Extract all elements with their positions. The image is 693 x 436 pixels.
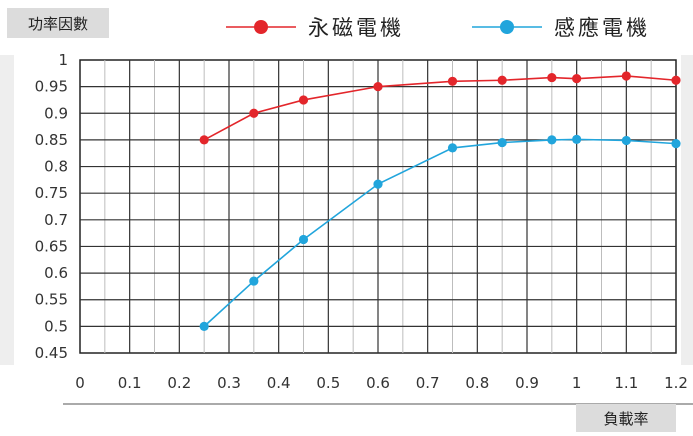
y-tick-labels: 1 0.95 0.9 0.85 0.8 0.75 0.7 0.65 0.6 0.55 0.5 0.45	[35, 51, 68, 362]
data-point-0	[497, 75, 507, 85]
x-tick-label: 0.5	[316, 374, 340, 392]
right-shade	[681, 55, 693, 365]
y-tick-label: 0.8	[44, 158, 68, 176]
x-tick-label: 0.9	[515, 374, 539, 392]
data-point-0	[547, 72, 557, 83]
x-tick-label: 0.4	[267, 374, 291, 392]
data-point-0	[572, 74, 582, 84]
data-point-0	[199, 135, 209, 145]
x-tick-label: 1.1	[614, 374, 638, 392]
data-point-0	[373, 82, 383, 92]
y-tick-label: 1	[58, 51, 68, 69]
data-point-1	[447, 143, 458, 153]
data-point-0	[249, 108, 259, 118]
series-layer	[199, 71, 681, 331]
x-tick-label: 0	[75, 374, 85, 392]
series-line-1	[203, 138, 677, 327]
y-axis-title: 功率因數	[28, 15, 88, 33]
x-tick-label: 0.2	[167, 374, 191, 392]
y-tick-label: 0.7	[44, 211, 68, 229]
x-tick-label: 0.7	[416, 374, 440, 392]
x-tick-label: 1	[572, 374, 582, 392]
data-point-0	[671, 75, 681, 85]
x-tick-labels: 0 0.1 0.2 0.3 0.4 0.5 0.6 0.7 0.8 0.9 1 1.1 1.2	[75, 374, 688, 392]
y-tick-label: 0.6	[44, 264, 68, 282]
legend-label-0: 永磁電機	[308, 16, 404, 40]
y-tick-label: 0.85	[35, 131, 68, 149]
legend: 永磁電機 感應電機	[226, 16, 650, 40]
data-point-1	[671, 139, 681, 149]
data-point-1	[199, 321, 209, 331]
data-point-1	[249, 276, 259, 286]
x-tick-label: 0.3	[217, 374, 241, 392]
data-point-1	[572, 134, 582, 144]
y-tick-label: 0.75	[35, 184, 68, 202]
data-point-1	[298, 234, 309, 245]
y-tick-label: 0.45	[35, 344, 68, 362]
data-point-0	[621, 71, 631, 81]
x-axis-title-box	[576, 404, 676, 432]
legend-item-0: 永磁電機	[226, 16, 404, 40]
x-axis-title: 負載率	[603, 410, 648, 428]
series-line-0	[203, 75, 677, 141]
y-tick-label: 0.65	[35, 237, 68, 255]
x-tick-label: 0.6	[366, 374, 390, 392]
x-tick-label: 0.8	[465, 374, 489, 392]
y-tick-label: 0.95	[35, 78, 68, 96]
y-tick-label: 0.55	[35, 291, 68, 309]
data-point-0	[298, 95, 309, 105]
data-point-1	[373, 179, 383, 189]
data-point-1	[497, 137, 507, 148]
data-point-1	[621, 135, 631, 146]
x-tick-label: 0.1	[118, 374, 142, 392]
legend-label-1: 感應電機	[554, 16, 650, 40]
y-axis-title-box	[7, 8, 109, 38]
x-tick-label: 1.2	[664, 374, 688, 392]
data-point-0	[447, 76, 458, 86]
legend-item-1: 感應電機	[472, 16, 650, 40]
left-shade	[0, 55, 14, 365]
legend-marker-0	[254, 20, 268, 34]
legend-marker-1	[500, 20, 514, 34]
data-point-1	[547, 135, 557, 145]
grid	[80, 60, 676, 353]
y-tick-label: 0.9	[44, 104, 68, 122]
y-tick-label: 0.5	[44, 317, 68, 335]
